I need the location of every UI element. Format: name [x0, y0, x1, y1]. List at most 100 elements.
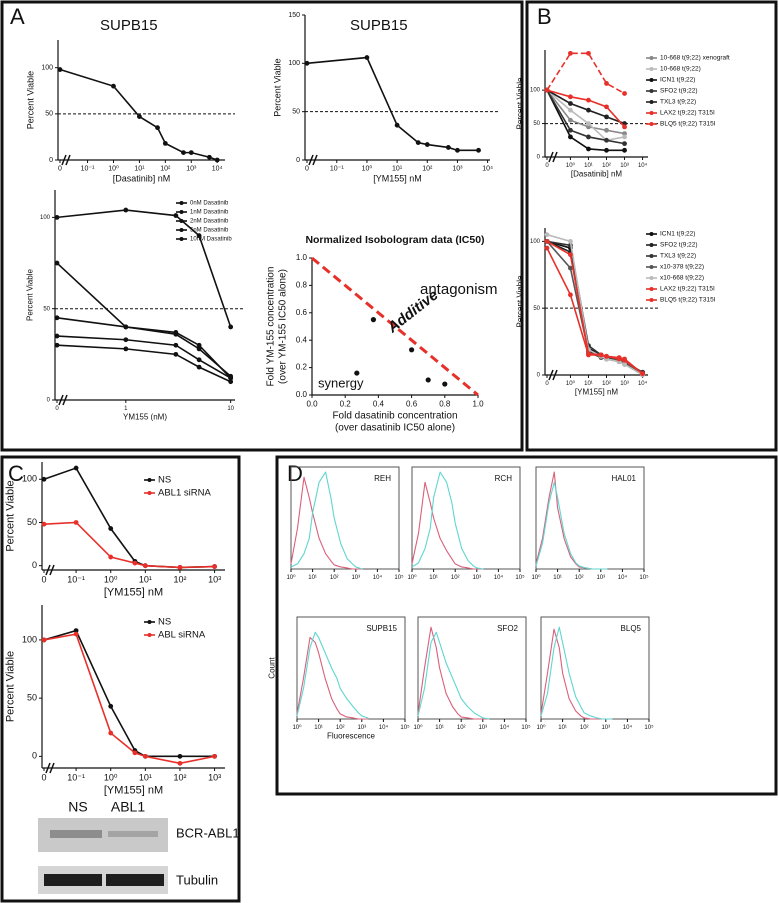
x-tick-label: 10⁰ — [531, 574, 541, 581]
legend-entry: ICN1 t(9;22) — [660, 77, 695, 84]
data-point — [445, 145, 451, 150]
data-point — [568, 265, 573, 271]
panel-frame — [525, 0, 778, 452]
data-point — [622, 147, 627, 153]
legend-entry: ABL siRNA — [158, 630, 206, 641]
x-tick-label: 10⁻¹ — [81, 166, 95, 173]
y-tick-label: 50 — [45, 111, 53, 118]
x-tick-label: 10⁵ — [400, 724, 410, 731]
series-line — [43, 629, 215, 758]
data-point — [196, 364, 202, 370]
y-tick-label: 100 — [288, 60, 300, 67]
x-tick-label: 10⁵ — [394, 574, 404, 581]
axis-break — [49, 762, 55, 774]
density-curve — [290, 476, 363, 570]
series-line — [43, 467, 215, 569]
y-axis-label: Percent Viable — [516, 77, 525, 129]
data-point — [54, 342, 60, 348]
data-point — [123, 207, 129, 213]
data-point — [568, 134, 573, 140]
series-line — [546, 240, 644, 375]
data-point — [177, 760, 183, 766]
data-point — [132, 560, 138, 566]
x-tick-label: 0 — [41, 575, 46, 585]
y-tick-label: 0 — [32, 560, 37, 570]
data-point — [196, 346, 202, 352]
x-tick-label: 10⁴ — [379, 724, 389, 731]
legend-entry: 10nM Dasatinib — [190, 237, 232, 243]
x-tick-label: 10¹ — [429, 575, 438, 581]
data-point — [604, 353, 609, 359]
data-point — [622, 361, 627, 367]
x-tick-label: 10⁰ — [536, 724, 546, 731]
data-point — [73, 520, 79, 525]
data-point — [108, 526, 114, 531]
y-tick-label: 100 — [530, 88, 541, 94]
x-tick-label: 10⁴ — [494, 574, 504, 581]
legend-marker — [649, 67, 654, 71]
x-axis-label: [Dasatinib] nM — [113, 174, 171, 184]
axis-break — [45, 762, 51, 774]
x-tick-label: 1.0 — [472, 400, 484, 409]
y-tick-label: 50 — [43, 306, 50, 312]
data-point — [304, 60, 310, 66]
x-tick-label: 10⁵ — [521, 724, 531, 731]
axis-break — [552, 151, 558, 163]
x-tick-label: 10³ — [472, 575, 481, 581]
legend-marker — [649, 254, 654, 258]
legend-marker — [649, 89, 654, 93]
x-tick-label: 10⁵ — [515, 574, 525, 581]
blot-band — [108, 831, 158, 837]
plot-frame — [296, 616, 406, 720]
x-tick-label: 0 — [545, 381, 549, 387]
x-tick-label: 10² — [330, 575, 339, 581]
legend-entry: 0nM Dasatinib — [190, 201, 229, 207]
data-point — [123, 337, 129, 343]
y-axis-label: Percent Viable — [4, 651, 16, 722]
data-point — [57, 67, 63, 72]
data-point — [568, 50, 573, 56]
y-axis-label: Percent Viable — [26, 71, 36, 129]
density-curve — [290, 471, 363, 570]
data-point — [108, 730, 114, 736]
x-tick-label: 10⁴ — [638, 380, 648, 387]
legend-entry: 10-668 t(9;22) xenograft — [660, 55, 730, 62]
x-axis-label: [Dasatinib] nM — [571, 170, 622, 179]
axis-break — [308, 154, 314, 166]
y-tick-label: 0.2 — [296, 363, 308, 372]
legend-marker — [147, 491, 152, 495]
x-tick-label: 0.0 — [306, 400, 318, 409]
x-tick-label: 10⁴ — [638, 162, 648, 169]
x-tick-label: 10² — [580, 725, 589, 731]
x-tick-label: 10⁰ — [566, 162, 576, 169]
x-tick-label: 10⁰ — [104, 575, 118, 585]
x-tick-label: 10¹ — [314, 725, 323, 731]
x-tick-label: 10¹ — [392, 166, 403, 173]
y-tick-label: 50 — [27, 693, 37, 703]
data-point — [616, 356, 622, 362]
x-tick-label: 10³ — [620, 381, 629, 387]
panel-frame — [275, 455, 778, 796]
x-tick-label: 10¹ — [553, 575, 562, 581]
data-point — [212, 564, 217, 569]
x-tick-label: 10¹ — [308, 575, 317, 581]
data-point — [622, 134, 627, 140]
data-point — [604, 104, 609, 110]
data-point — [123, 324, 129, 330]
x-tick-label: 10⁴ — [373, 574, 383, 581]
x-tick-label: 10⁴ — [623, 724, 633, 731]
density-curve — [296, 631, 369, 719]
x-tick-label: 10² — [602, 381, 611, 387]
series-line — [43, 633, 215, 765]
panel-frame — [0, 455, 241, 903]
chart-title: SUPB15 — [350, 17, 408, 34]
x-axis-label: [YM155] nM — [373, 174, 422, 184]
data-point — [455, 147, 460, 153]
data-point — [424, 142, 430, 147]
data-point — [173, 331, 179, 337]
blot-band — [50, 830, 102, 838]
data-point — [173, 342, 179, 348]
x-tick-label: 0.6 — [406, 400, 418, 409]
series-line — [546, 89, 625, 145]
density-curve — [540, 626, 613, 720]
